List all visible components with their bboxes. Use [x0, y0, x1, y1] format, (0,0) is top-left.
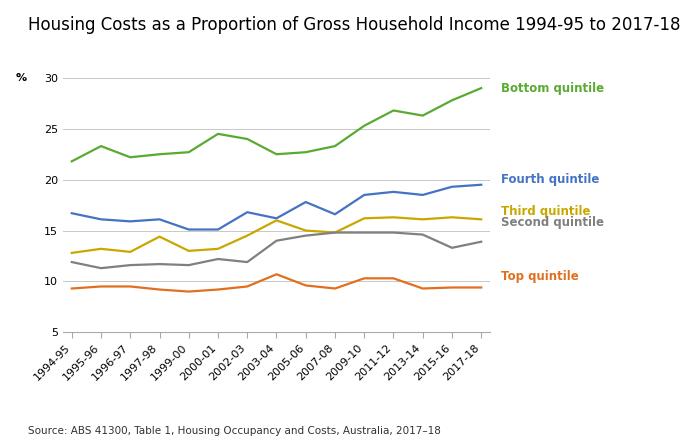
Text: %: %	[15, 73, 27, 83]
Text: Second quintile: Second quintile	[501, 216, 604, 229]
Text: Source: ABS 41300, Table 1, Housing Occupancy and Costs, Australia, 2017–18: Source: ABS 41300, Table 1, Housing Occu…	[28, 426, 441, 436]
Text: Third quintile: Third quintile	[501, 205, 591, 218]
Text: Top quintile: Top quintile	[501, 270, 579, 283]
Text: Housing Costs as a Proportion of Gross Household Income 1994-95 to 2017-18: Housing Costs as a Proportion of Gross H…	[28, 16, 680, 34]
Text: Bottom quintile: Bottom quintile	[501, 82, 604, 95]
Text: Fourth quintile: Fourth quintile	[501, 173, 599, 186]
